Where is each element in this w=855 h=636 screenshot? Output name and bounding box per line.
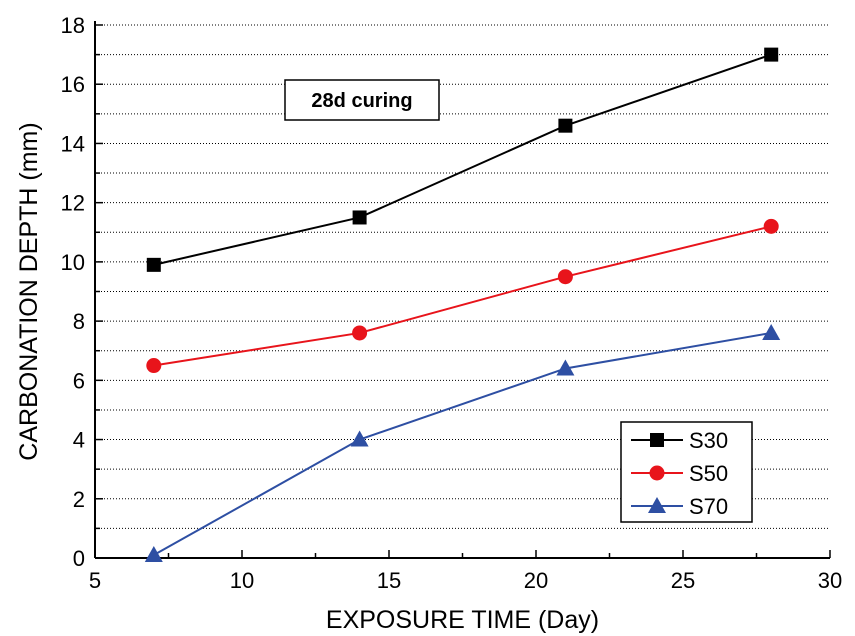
legend-item-s30: S30 (631, 428, 728, 453)
annotation-frame (284, 79, 440, 121)
x-tick-label: 5 (89, 568, 101, 593)
data-series (144, 47, 781, 563)
legend-marker (650, 433, 664, 447)
legend-marker (648, 497, 666, 513)
y-tick-label: 6 (73, 368, 85, 393)
legend-marker (649, 465, 665, 481)
axis-ticks: 5 10 15 20 25 30 0 2 4 6 8 10 12 14 16 18 (61, 13, 843, 593)
data-point (146, 257, 161, 272)
annotation-text: 28d curing (311, 90, 412, 112)
y-tick-label: 8 (73, 309, 85, 334)
series-s50 (146, 218, 779, 374)
legend-label: S50 (689, 461, 728, 486)
x-tick-label: 15 (377, 568, 401, 593)
y-tick-label: 2 (73, 487, 85, 512)
data-point (352, 325, 368, 341)
series-line (153, 331, 772, 556)
data-point (557, 269, 573, 285)
y-tick-label: 16 (61, 72, 85, 97)
x-tick-label: 30 (818, 568, 842, 593)
x-tick-label: 10 (230, 568, 254, 593)
legend-item-s70: S70 (631, 494, 728, 519)
legend-item-s50: S50 (631, 461, 728, 486)
series-s30 (146, 47, 779, 272)
annotation-box: 28d curing (284, 79, 440, 121)
data-point (556, 359, 575, 376)
data-point (764, 47, 779, 62)
data-point (350, 430, 369, 447)
data-point (352, 210, 367, 225)
y-tick-label: 12 (61, 191, 85, 216)
x-axis-title: EXPOSURE TIME (Day) (326, 606, 599, 634)
x-tick-label: 25 (671, 568, 695, 593)
series-line (153, 53, 772, 266)
x-tick-label: 20 (524, 568, 548, 593)
data-point (558, 118, 573, 133)
y-tick-label: 10 (61, 250, 85, 275)
legend: S30 S50 S70 (620, 421, 753, 523)
y-tick-label: 14 (61, 131, 85, 156)
data-point (762, 323, 781, 340)
data-point (146, 358, 162, 374)
y-tick-label: 4 (73, 428, 85, 453)
legend-label: S30 (689, 428, 728, 453)
y-axis-title: CARBONATION DEPTH (mm) (15, 122, 43, 460)
legend-label: S70 (689, 494, 728, 519)
data-point (144, 546, 163, 563)
y-tick-label: 18 (61, 13, 85, 38)
y-tick-label: 0 (73, 546, 85, 571)
data-point (763, 218, 779, 234)
series-line (153, 225, 772, 367)
series-s70 (144, 323, 781, 563)
